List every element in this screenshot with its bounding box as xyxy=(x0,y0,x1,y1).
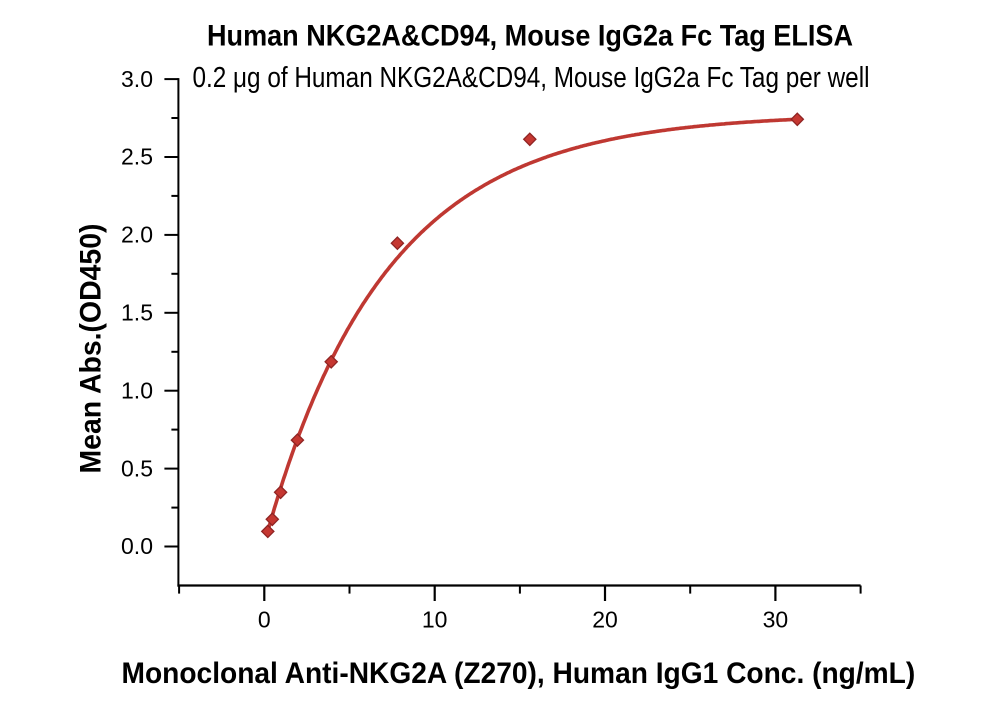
svg-text:1.5: 1.5 xyxy=(121,300,153,326)
svg-text:Human NKG2A&CD94, Mouse IgG2a: Human NKG2A&CD94, Mouse IgG2a Fc Tag ELI… xyxy=(207,20,853,53)
svg-text:3.0: 3.0 xyxy=(121,66,153,92)
svg-text:10: 10 xyxy=(422,607,448,633)
svg-text:Monoclonal Anti-NKG2A (Z270),: Monoclonal Anti-NKG2A (Z270), Human IgG1… xyxy=(122,657,916,690)
svg-text:Mean Abs.(OD450): Mean Abs.(OD450) xyxy=(75,224,108,474)
svg-text:0.2 μg of Human NKG2A&CD94, Mo: 0.2 μg of Human NKG2A&CD94, Mouse IgG2a … xyxy=(193,62,870,94)
svg-text:0.5: 0.5 xyxy=(121,455,153,481)
svg-text:30: 30 xyxy=(763,607,789,633)
svg-text:1.0: 1.0 xyxy=(121,377,153,403)
svg-text:0.0: 0.0 xyxy=(121,533,153,559)
svg-text:0: 0 xyxy=(258,607,271,633)
svg-text:20: 20 xyxy=(592,607,618,633)
svg-text:2.0: 2.0 xyxy=(121,222,153,248)
svg-text:2.5: 2.5 xyxy=(121,144,153,170)
